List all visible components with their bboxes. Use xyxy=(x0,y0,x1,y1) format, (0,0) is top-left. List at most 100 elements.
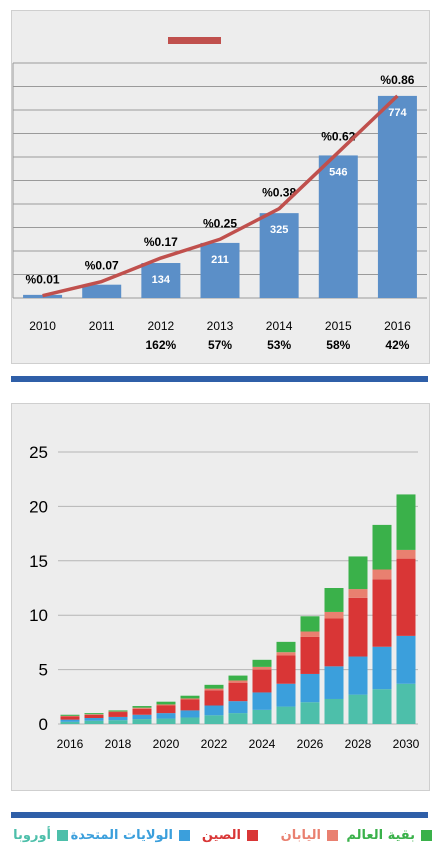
line-value-label: %0.38 xyxy=(262,186,296,200)
x-tick-label: 2020 xyxy=(153,737,180,751)
legend-swatch-line xyxy=(168,37,221,44)
stacked-bar-segment xyxy=(156,713,176,719)
stacked-bar-segment xyxy=(180,717,200,724)
line-value-label: %0.17 xyxy=(144,235,178,249)
chart-1-panel xyxy=(11,10,430,364)
y-tick-label: 25 xyxy=(29,443,48,462)
stacked-bar-segment xyxy=(228,675,248,681)
bar xyxy=(318,155,358,298)
section-divider xyxy=(11,376,428,382)
stacked-bar-segment xyxy=(396,558,416,636)
stacked-bar-segment xyxy=(348,656,368,695)
line-value-label: %0.07 xyxy=(85,259,119,273)
y-tick-label: 10 xyxy=(29,606,48,625)
bar xyxy=(200,242,240,298)
legend-label: بقية العالم xyxy=(346,827,415,843)
stacked-bar-segment xyxy=(180,698,200,700)
stacked-bar-segment xyxy=(396,549,416,559)
stacked-bar-segment xyxy=(132,719,152,724)
x-tick-label: 2024 xyxy=(249,737,276,751)
stacked-bar-segment xyxy=(204,705,224,716)
x-tick-label: 2018 xyxy=(105,737,132,751)
stacked-bar-segment xyxy=(300,673,320,703)
bar-value-label: 211 xyxy=(211,254,229,266)
stacked-bar-segment xyxy=(84,720,104,724)
growth-label: 162% xyxy=(146,338,177,352)
y-tick-label: 5 xyxy=(39,661,48,680)
legend-item-japan: اليابان xyxy=(281,826,338,844)
stacked-bar-segment xyxy=(132,714,152,720)
stacked-bar-segment xyxy=(324,666,344,699)
stacked-bar-segment xyxy=(84,713,104,715)
stacked-bar-segment xyxy=(180,695,200,699)
stacked-bar-segment xyxy=(276,706,296,724)
legend-item-china: الصين xyxy=(202,826,258,844)
stacked-bar-segment xyxy=(276,652,296,656)
x-tick-label: 2016 xyxy=(57,737,84,751)
legend-swatch xyxy=(421,829,432,841)
stacked-bar-segment xyxy=(324,611,344,619)
x-tick-label: 2011 xyxy=(89,319,115,333)
stacked-bar-segment xyxy=(228,682,248,702)
stacked-bar-segment xyxy=(348,556,368,590)
y-tick-label: 15 xyxy=(29,552,48,571)
y-tick-label: 0 xyxy=(39,715,48,734)
growth-label: 58% xyxy=(326,338,350,352)
legend-item-rest-of-world: بقية العالم xyxy=(346,826,432,844)
legend-swatch xyxy=(327,829,338,841)
stacked-bar-segment xyxy=(204,690,224,706)
stacked-bar-segment xyxy=(324,588,344,612)
x-tick-label: 2013 xyxy=(207,319,234,333)
chart-2-legend: بقية العالم اليابان الصين الولايات المتح… xyxy=(6,826,436,846)
bar xyxy=(23,294,63,298)
stacked-bar-segment xyxy=(156,705,176,714)
stacked-bar-segment xyxy=(252,659,272,667)
stacked-bar-segment xyxy=(180,710,200,718)
line-value-label: %0.01 xyxy=(26,273,60,287)
stacked-bar-segment xyxy=(60,716,80,720)
x-tick-label: 2028 xyxy=(345,737,372,751)
stacked-bar-segment xyxy=(84,718,104,721)
bar-value-label: 546 xyxy=(329,166,347,178)
stacked-bar-segment xyxy=(156,701,176,705)
stacked-bar-segment xyxy=(276,641,296,653)
stacked-bar-segment xyxy=(300,631,320,637)
x-tick-label: 2015 xyxy=(325,319,352,333)
stacked-bar-segment xyxy=(228,713,248,724)
y-tick-label: 20 xyxy=(29,497,48,516)
stacked-bar-segment xyxy=(228,701,248,714)
stacked-bar-segment xyxy=(252,692,272,710)
stacked-bar-segment xyxy=(60,715,80,717)
stacked-bar-segment xyxy=(372,569,392,580)
stacked-bar-segment xyxy=(60,719,80,722)
stacked-bar-segment xyxy=(84,714,104,715)
stacked-bar-segment xyxy=(348,589,368,598)
stacked-bar-segment xyxy=(396,683,416,724)
x-tick-label: 2010 xyxy=(29,319,56,333)
bar-value-label: 325 xyxy=(270,224,288,236)
stacked-bar-segment xyxy=(276,655,296,684)
bar-value-label: 774 xyxy=(388,107,407,119)
stacked-bar-segment xyxy=(156,704,176,706)
series-line xyxy=(42,94,399,298)
stacked-bar-segment xyxy=(252,709,272,724)
stacked-bar-segment xyxy=(372,579,392,647)
stacked-bar-segment xyxy=(132,706,152,708)
stacked-bar-segment xyxy=(108,716,128,721)
line-value-label: %0.86 xyxy=(380,73,414,87)
legend-divider xyxy=(11,812,428,818)
bar xyxy=(259,213,299,298)
x-tick-label: 2014 xyxy=(266,319,293,333)
stacked-bar-segment xyxy=(60,714,80,716)
stacked-bar-segment xyxy=(324,618,344,667)
stacked-bar-segment xyxy=(372,646,392,690)
x-tick-label: 2016 xyxy=(384,319,411,333)
stacked-bar-segment xyxy=(156,718,176,724)
stacked-bar-segment xyxy=(108,720,128,724)
stacked-bar-segment xyxy=(372,689,392,724)
stacked-bar-segment xyxy=(204,688,224,691)
stacked-bar-segment xyxy=(348,597,368,657)
bar xyxy=(82,284,122,298)
